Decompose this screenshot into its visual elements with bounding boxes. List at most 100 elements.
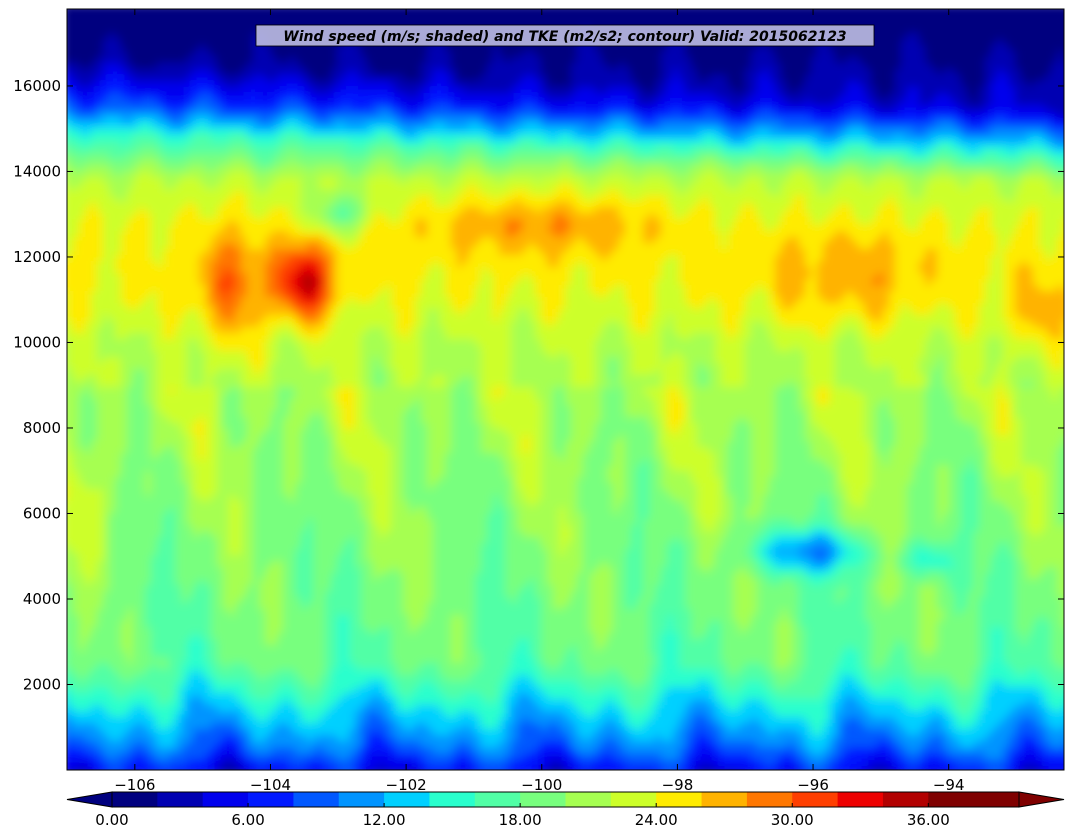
field-cell <box>697 9 704 16</box>
field-cell <box>1045 15 1052 22</box>
field-cell <box>85 141 92 148</box>
field-cell <box>313 117 320 124</box>
field-cell <box>817 63 824 70</box>
field-cell <box>775 57 782 64</box>
field-cell <box>709 111 716 118</box>
field-cell <box>655 117 662 124</box>
field-cell <box>769 171 776 178</box>
field-cell <box>907 81 914 88</box>
field-cell <box>523 123 530 130</box>
field-cell <box>103 39 110 46</box>
field-cell <box>469 123 476 130</box>
field-cell <box>1045 111 1052 118</box>
field-cell <box>199 57 206 64</box>
field-cell <box>493 93 500 100</box>
field-cell <box>115 117 122 124</box>
field-cell <box>187 111 194 118</box>
field-cell <box>73 45 80 52</box>
field-cell <box>619 57 626 64</box>
field-cell <box>997 147 1004 154</box>
field-cell <box>349 15 356 22</box>
field-cell <box>265 141 272 148</box>
field-cell <box>505 117 512 124</box>
field-cell <box>547 153 554 160</box>
field-cell <box>529 15 536 22</box>
field-cell <box>919 141 926 148</box>
field-cell <box>181 117 188 124</box>
field-cell <box>535 75 542 82</box>
field-cell <box>409 165 416 172</box>
field-cell <box>487 63 494 70</box>
field-cell <box>463 81 470 88</box>
field-cell <box>439 45 446 52</box>
field-cell <box>115 135 122 142</box>
field-cell <box>259 81 266 88</box>
field-cell <box>139 105 146 112</box>
field-cell <box>1057 111 1064 118</box>
field-cell <box>871 99 878 106</box>
field-cell <box>265 15 272 22</box>
field-cell <box>505 21 512 28</box>
field-cell <box>241 45 248 52</box>
field-cell <box>613 123 620 130</box>
field-cell <box>673 123 680 130</box>
field-cell <box>997 57 1004 64</box>
field-cell <box>415 177 422 184</box>
field-cell <box>175 21 182 28</box>
field-cell <box>991 153 998 160</box>
field-cell <box>889 81 896 88</box>
field-cell <box>205 39 212 46</box>
field-cell <box>919 45 926 52</box>
field-cell <box>871 135 878 142</box>
field-cell <box>619 159 626 166</box>
field-cell <box>889 69 896 76</box>
field-cell <box>409 105 416 112</box>
field-cell <box>775 141 782 148</box>
field-cell <box>451 69 458 76</box>
field-cell <box>559 159 566 166</box>
field-cell <box>901 129 908 136</box>
field-cell <box>181 33 188 40</box>
field-cell <box>151 123 158 130</box>
field-cell <box>1069 39 1073 46</box>
field-cell <box>907 135 914 142</box>
field-cell <box>439 87 446 94</box>
field-cell <box>775 135 782 142</box>
field-cell <box>463 63 470 70</box>
field-cell <box>733 165 740 172</box>
field-cell <box>895 165 902 172</box>
field-cell <box>709 21 716 28</box>
field-cell <box>997 69 1004 76</box>
field-cell <box>715 9 722 16</box>
field-cell <box>679 147 686 154</box>
field-cell <box>1039 15 1046 22</box>
field-cell <box>745 45 752 52</box>
field-cell <box>343 63 350 70</box>
field-cell <box>1015 141 1022 148</box>
field-cell <box>175 165 182 172</box>
field-cell <box>73 15 80 22</box>
field-cell <box>1045 171 1052 178</box>
field-cell <box>871 69 878 76</box>
field-cell <box>571 171 578 178</box>
field-cell <box>289 141 296 148</box>
field-cell <box>67 45 74 52</box>
field-cell <box>751 69 758 76</box>
field-cell <box>583 81 590 88</box>
field-cell <box>871 159 878 166</box>
field-cell <box>127 93 134 100</box>
field-cell <box>643 147 650 154</box>
field-cell <box>547 105 554 112</box>
field-cell <box>355 177 362 184</box>
field-cell <box>787 63 794 70</box>
field-cell <box>709 165 716 172</box>
field-cell <box>871 45 878 52</box>
field-cell <box>1027 129 1034 136</box>
field-cell <box>385 93 392 100</box>
field-cell <box>823 63 830 70</box>
field-cell <box>769 63 776 70</box>
field-cell <box>655 171 662 178</box>
field-cell <box>289 93 296 100</box>
field-cell <box>883 93 890 100</box>
field-cell <box>373 93 380 100</box>
